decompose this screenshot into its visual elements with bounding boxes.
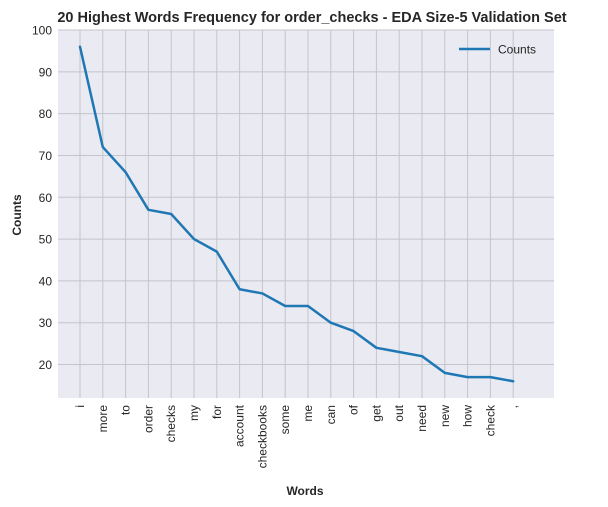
x-tick-label: i (73, 405, 87, 408)
y-tick-label: 80 (39, 107, 53, 121)
y-tick-label: 50 (39, 233, 53, 247)
y-tick-label: 30 (39, 316, 53, 330)
x-axis-label: Words (286, 484, 323, 498)
y-tick-label: 70 (39, 149, 53, 163)
x-tick-label: me (301, 405, 315, 422)
y-tick-label: 20 (39, 358, 53, 372)
x-tick-label: my (187, 405, 201, 421)
y-tick-label: 100 (32, 24, 52, 38)
chart-title: 20 Highest Words Frequency for order_che… (57, 10, 566, 26)
x-tick-label: order (141, 405, 155, 433)
x-tick-label: to (119, 405, 133, 415)
y-tick-label: 60 (39, 191, 53, 205)
series-group (78, 45, 515, 383)
x-tick-label: checkbooks (255, 405, 269, 468)
x-tick-label: out (392, 404, 406, 421)
y-tick-label: 90 (39, 65, 53, 79)
y-tick-labels: 20 30 40 50 60 70 80 90 100 (32, 24, 52, 373)
x-tick-label: for (210, 405, 224, 419)
x-tick-label: check (483, 404, 497, 436)
x-tick-label: get (369, 404, 383, 421)
x-tick-label: more (96, 405, 110, 433)
y-tick-label: 40 (39, 274, 53, 288)
x-tick-label: need (415, 405, 429, 432)
x-tick-label: checks (164, 405, 178, 442)
x-tick-label: some (278, 405, 292, 435)
x-tick-label: new (438, 405, 452, 427)
legend-label-counts: Counts (498, 43, 536, 57)
x-tick-label: , (506, 405, 520, 408)
x-tick-label: how (461, 405, 475, 427)
series-line-counts (78, 45, 515, 383)
plot-area (58, 30, 554, 398)
legend: Counts (459, 43, 536, 57)
x-tick-label: account (233, 404, 247, 447)
x-tick-label: of (347, 404, 361, 415)
y-axis-label: Counts (10, 194, 24, 236)
x-tick-label: can (324, 405, 338, 424)
x-tick-labels: i more to order checks my for account checkbooks… (73, 404, 520, 468)
